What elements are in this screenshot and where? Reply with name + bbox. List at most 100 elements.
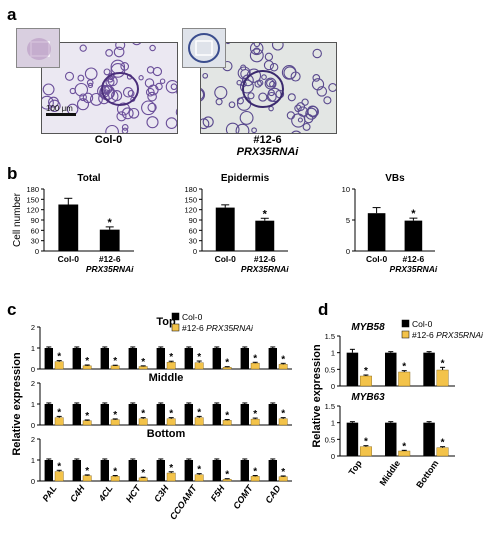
significance-mark: * <box>113 410 117 421</box>
y-tick-label: 120 <box>184 206 197 215</box>
subplot-title: Middle <box>149 372 184 384</box>
chart-title: VBs <box>385 173 405 184</box>
bar-col0 <box>184 404 193 425</box>
bar-col0 <box>268 460 277 481</box>
category-label: PAL <box>40 483 58 503</box>
cell-outline <box>152 66 163 77</box>
cell-outline <box>79 44 87 52</box>
cell-outline <box>202 72 209 79</box>
bar-col0 <box>212 460 221 481</box>
y-tick-label: 1 <box>31 400 35 409</box>
bar-col0 <box>184 348 193 369</box>
significance-mark: * <box>113 467 117 478</box>
y-tick-label: 2 <box>31 323 35 332</box>
significance-mark: * <box>169 409 173 420</box>
cell-outline <box>159 78 166 84</box>
cell-outline <box>127 90 135 97</box>
cell-outline <box>291 130 302 133</box>
micrograph-rnai-image <box>201 43 336 133</box>
bar-rnai <box>54 361 64 370</box>
bar-rnai <box>398 371 411 387</box>
bar-rnai <box>359 446 372 457</box>
cell-outline <box>225 122 240 133</box>
bar-col0 <box>346 422 359 456</box>
cell-outline <box>239 110 254 125</box>
bar-rnai <box>166 362 176 370</box>
y-tick-label: 0 <box>346 247 350 256</box>
legend-swatch <box>171 323 180 332</box>
cell-outline <box>121 127 129 133</box>
cell-outline <box>170 83 177 91</box>
category-label: HCT <box>124 482 144 504</box>
panel-label-a: a <box>7 5 17 24</box>
category-label: Col-0 <box>215 254 237 264</box>
cell-outline <box>201 89 205 100</box>
inset-rnai-image <box>183 29 225 67</box>
cell-outline <box>132 43 142 46</box>
cell-outline <box>228 101 236 109</box>
significance-mark: * <box>253 353 257 364</box>
legend-label: #12-6 PRX35RNAi <box>412 330 484 340</box>
y-axis-label: Cell number <box>12 192 23 247</box>
category-label: #12-6 <box>99 254 121 264</box>
cell-outline <box>311 78 325 91</box>
cell-outline <box>147 91 157 102</box>
significance-mark: * <box>364 437 368 448</box>
category-label: Bottom <box>414 458 440 490</box>
y-tick-label: 1 <box>31 344 35 353</box>
y-tick-label: 150 <box>26 195 39 204</box>
y-tick-label: 0.5 <box>325 435 335 444</box>
bar-col0 <box>240 404 249 425</box>
significance-mark: * <box>402 362 406 373</box>
bar-col0 <box>385 422 397 456</box>
cell-outline <box>257 79 264 86</box>
chart-c: 0 1 2 Top * * * * * * * * * 0 1 2 Middle * * * * * * * * * 0 1 2 Bott… <box>11 312 292 522</box>
cell-outline <box>138 75 144 81</box>
cell-outline <box>246 68 262 83</box>
y-tick-label: 0 <box>193 247 197 256</box>
significance-mark: * <box>57 352 61 363</box>
micrograph-rnai-inset <box>182 28 226 68</box>
bar-col0 <box>72 348 81 369</box>
bar-rnai <box>359 375 372 387</box>
cell-outline <box>121 124 129 131</box>
cell-outline <box>237 66 251 80</box>
cell-outline <box>266 78 275 88</box>
y-tick-label: 0 <box>31 477 35 486</box>
caption-col0-line1: Col-0 <box>94 134 123 146</box>
significance-mark: * <box>225 358 229 369</box>
cell-outline <box>269 62 279 72</box>
cell-outline <box>147 84 159 96</box>
cell-outline <box>149 44 156 52</box>
cell-outline <box>122 87 134 98</box>
cell-outline <box>323 96 332 105</box>
y-tick-label: 120 <box>26 206 39 215</box>
y-tick-label: 0 <box>31 421 35 430</box>
y-axis-label: Relative expression <box>311 344 323 448</box>
bar <box>99 229 120 251</box>
bar-col0 <box>44 348 53 369</box>
cell-outline <box>287 93 296 102</box>
significance-mark: * <box>281 409 285 420</box>
cell-outline <box>269 80 276 88</box>
significance-mark: * <box>141 468 145 479</box>
y-tick-label: 90 <box>31 216 39 225</box>
y-tick-label: 60 <box>31 226 39 235</box>
significance-mark: * <box>108 217 113 229</box>
significance-mark: * <box>141 409 145 420</box>
bar-col0 <box>240 460 249 481</box>
cell-outline <box>236 79 242 86</box>
bar <box>404 220 423 251</box>
category-label: COMT <box>231 482 255 511</box>
y-tick-label: 30 <box>189 237 197 246</box>
cell-outline <box>115 43 126 51</box>
y-tick-label: 1 <box>331 419 335 428</box>
bar-col0 <box>100 348 109 369</box>
cell-outline <box>103 68 111 76</box>
significance-mark: * <box>169 463 173 474</box>
bar-col0 <box>423 352 435 386</box>
significance-mark: * <box>281 467 285 478</box>
